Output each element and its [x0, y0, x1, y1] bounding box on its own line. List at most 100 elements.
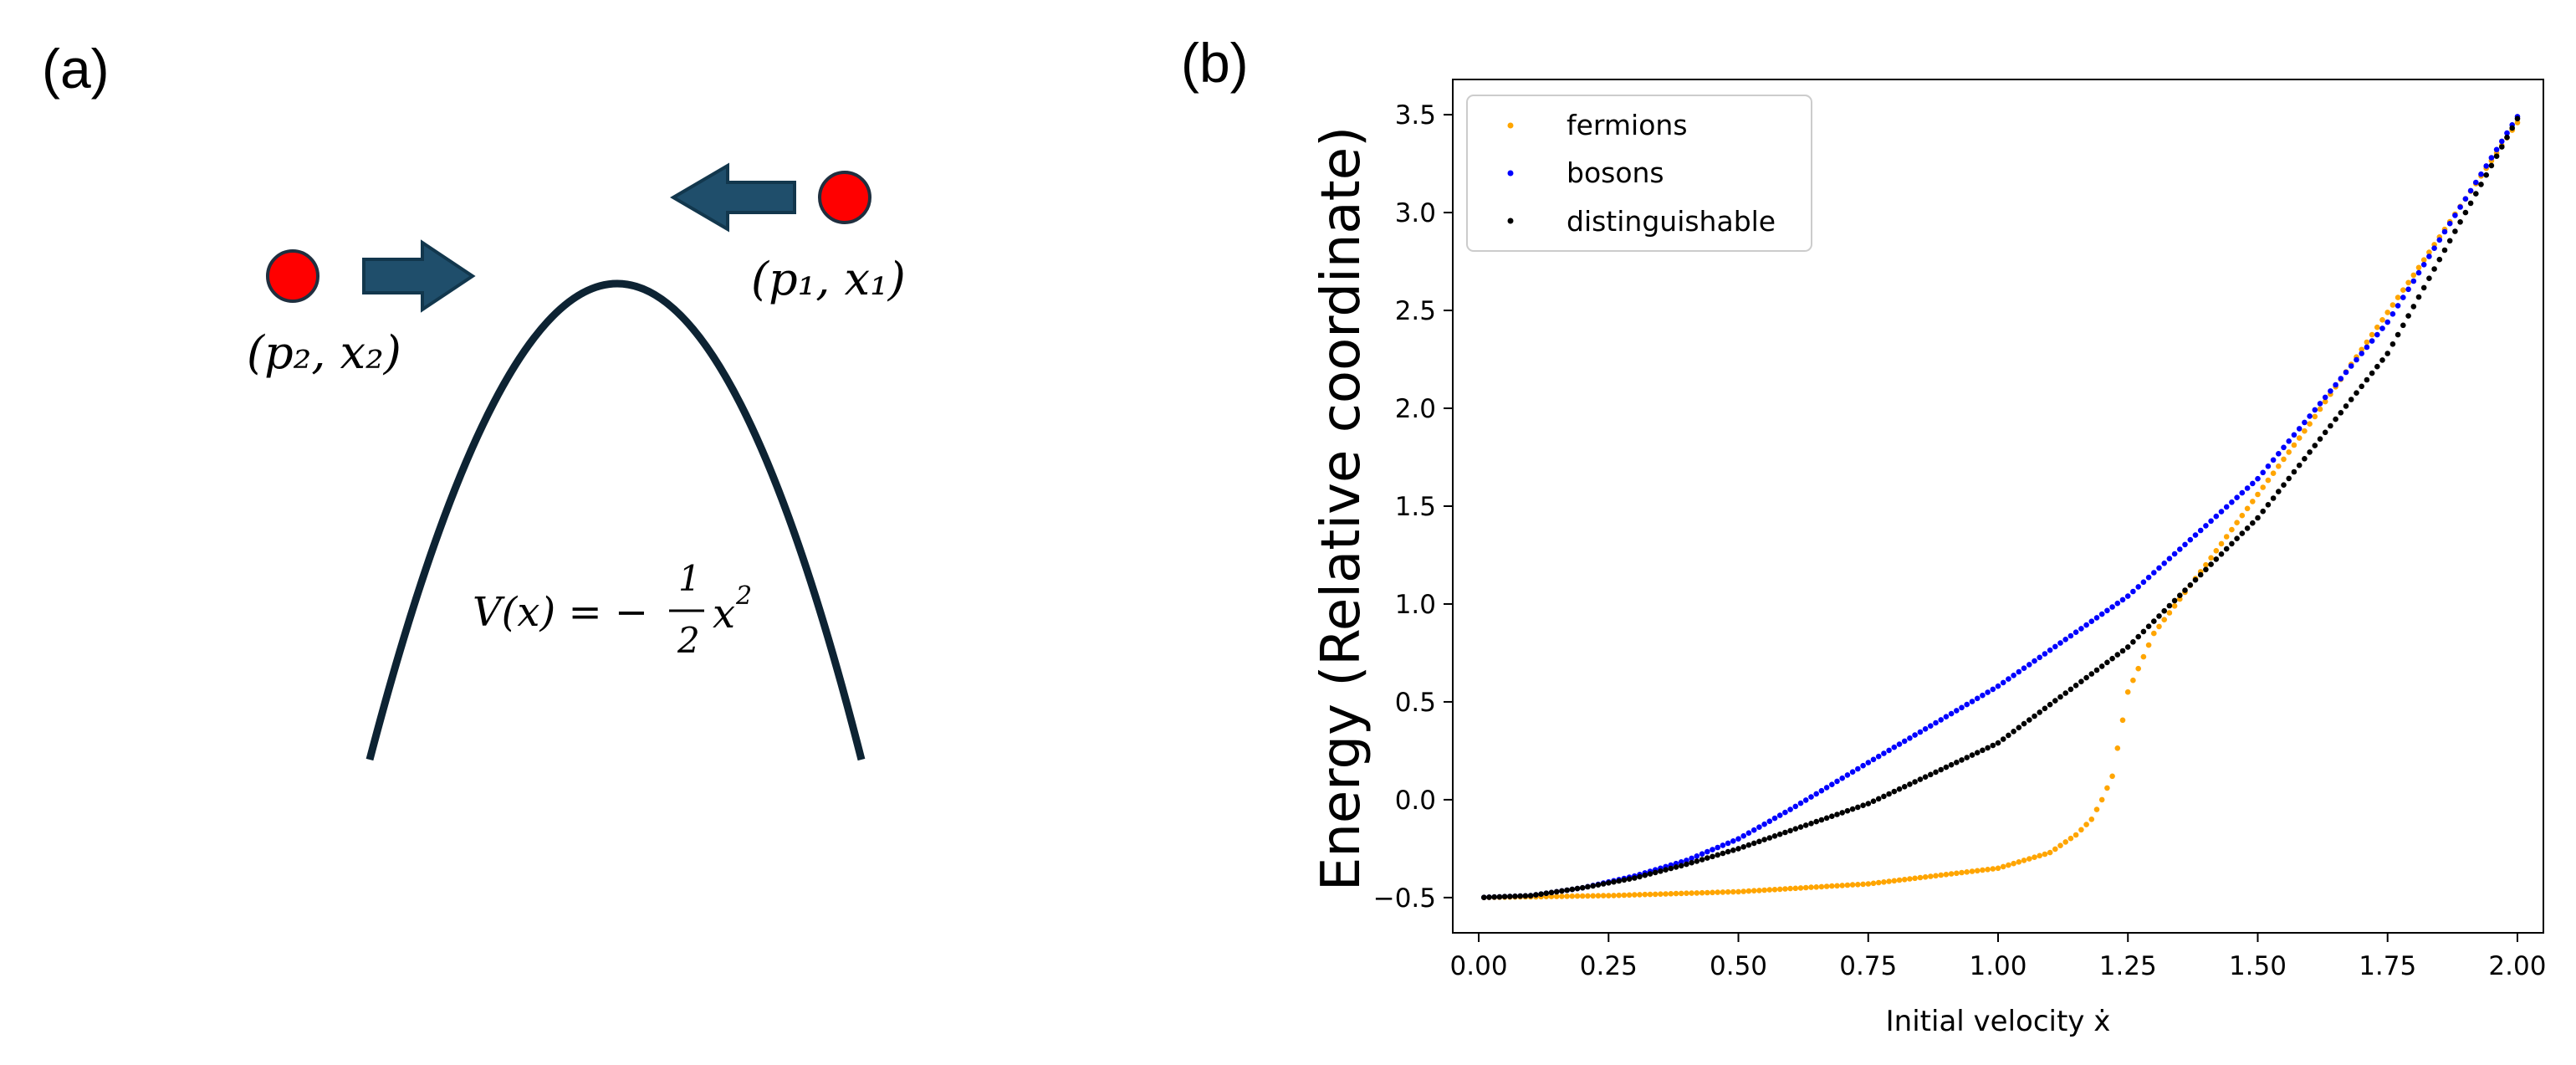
data-point-bosons	[2078, 626, 2084, 632]
data-point-bosons	[1766, 818, 1773, 824]
data-point-distinguishable	[2156, 613, 2162, 619]
data-point-fermions	[1751, 888, 1757, 893]
data-point-distinguishable	[1553, 888, 1560, 895]
data-point-distinguishable	[2307, 449, 2313, 455]
data-point-bosons	[2286, 438, 2292, 444]
y-tick-label: 2.5	[1395, 296, 1436, 326]
data-point-fermions	[2042, 851, 2048, 858]
x-tick-label: 1.25	[2099, 951, 2157, 981]
legend-marker-bosons	[1507, 170, 1514, 177]
data-point-bosons	[2338, 376, 2344, 381]
data-point-bosons	[2333, 381, 2338, 388]
data-point-fermions	[1922, 874, 1929, 880]
data-point-distinguishable	[2374, 363, 2380, 370]
data-point-fermions	[2073, 832, 2079, 838]
data-point-bosons	[2177, 546, 2183, 552]
data-point-fermions	[2317, 406, 2323, 412]
data-point-bosons	[2462, 196, 2469, 202]
data-point-fermions	[1553, 893, 1560, 899]
data-point-fermions	[2374, 324, 2380, 330]
data-point-distinguishable	[2467, 200, 2474, 207]
particle-right	[818, 171, 871, 224]
data-point-distinguishable	[1548, 889, 1555, 896]
data-point-bosons	[1792, 803, 1799, 810]
data-point-fermions	[2021, 858, 2027, 863]
data-point-bosons	[1725, 840, 1731, 847]
data-point-bosons	[2296, 426, 2303, 432]
data-point-fermions	[2067, 835, 2074, 842]
data-point-distinguishable	[2140, 628, 2147, 635]
data-point-distinguishable	[2145, 623, 2152, 629]
data-point-bosons	[2307, 413, 2313, 419]
data-point-bosons	[1917, 729, 1924, 735]
data-point-fermions	[2234, 520, 2240, 525]
data-point-distinguishable	[1844, 807, 1851, 814]
data-point-bosons	[1912, 732, 1918, 738]
plot-frame	[1452, 79, 2544, 934]
data-point-bosons	[1740, 832, 1746, 839]
data-point-fermions	[1621, 892, 1628, 899]
data-point-bosons	[2244, 485, 2251, 491]
data-point-distinguishable	[2166, 602, 2173, 609]
data-point-fermions	[1870, 880, 1877, 887]
data-point-distinguishable	[2369, 370, 2375, 376]
data-point-fermions	[1990, 866, 1996, 872]
data-point-bosons	[2109, 604, 2115, 610]
data-point-fermions	[1611, 893, 1617, 899]
potential-formula: V(x) = − 1 2 x 2	[473, 558, 752, 661]
data-point-fermions	[1548, 893, 1555, 899]
legend: fermions bosons distinguishable	[1466, 95, 1812, 252]
data-point-bosons	[2011, 673, 2016, 678]
data-point-bosons	[2032, 658, 2037, 664]
data-point-fermions	[1725, 888, 1731, 895]
data-point-distinguishable	[1496, 893, 1503, 900]
y-tick-label: 3.0	[1395, 198, 1436, 228]
x-tick-label: 0.50	[1710, 951, 1767, 981]
data-point-fermions	[2109, 773, 2115, 780]
data-point-distinguishable	[2333, 416, 2338, 422]
data-point-fermions	[1823, 883, 1830, 889]
data-point-bosons	[2431, 245, 2437, 252]
data-point-fermions	[1881, 879, 1887, 885]
y-tick-label: 0.0	[1395, 786, 1436, 816]
data-point-bosons	[2270, 457, 2277, 463]
data-point-bosons	[2276, 451, 2282, 457]
data-point-bosons	[1928, 723, 1934, 729]
data-point-distinguishable	[1969, 752, 1975, 758]
data-point-bosons	[1875, 753, 1882, 760]
data-point-bosons	[1865, 760, 1872, 765]
data-point-fermions	[1912, 875, 1918, 882]
data-point-distinguishable	[1823, 815, 1830, 822]
data-point-distinguishable	[1527, 893, 1534, 899]
data-point-bosons	[1901, 738, 1908, 745]
data-point-bosons	[2140, 579, 2147, 586]
label-particle-2: (p₂, x₂)	[247, 326, 401, 379]
data-point-bosons	[2145, 574, 2152, 581]
data-point-bosons	[1964, 701, 1970, 708]
data-point-distinguishable	[1985, 745, 1991, 751]
data-point-distinguishable	[2213, 556, 2220, 562]
data-point-fermions	[1606, 893, 1612, 899]
data-point-distinguishable	[1943, 764, 1950, 771]
data-point-bosons	[2203, 523, 2209, 529]
data-point-distinguishable	[1507, 893, 1513, 899]
data-point-distinguishable	[1501, 893, 1508, 899]
data-point-distinguishable	[2286, 475, 2292, 482]
y-tick-label: 1.5	[1395, 492, 1436, 522]
panel-a-label: (a)	[42, 38, 110, 100]
data-point-distinguishable	[2493, 153, 2500, 159]
data-point-fermions	[1974, 868, 1981, 874]
data-point-fermions	[2203, 561, 2209, 568]
data-point-bosons	[1907, 735, 1913, 741]
data-point-bosons	[2441, 228, 2448, 235]
data-point-fermions	[2032, 854, 2037, 860]
data-point-bosons	[1756, 824, 1762, 830]
data-point-distinguishable	[1829, 813, 1835, 819]
data-point-distinguishable	[1948, 761, 1955, 768]
data-point-bosons	[1813, 791, 1819, 797]
data-point-distinguishable	[2229, 540, 2235, 547]
data-point-bosons	[2483, 163, 2489, 169]
data-point-distinguishable	[1922, 774, 1929, 780]
data-point-bosons	[2192, 532, 2199, 538]
data-point-distinguishable	[1647, 871, 1653, 877]
